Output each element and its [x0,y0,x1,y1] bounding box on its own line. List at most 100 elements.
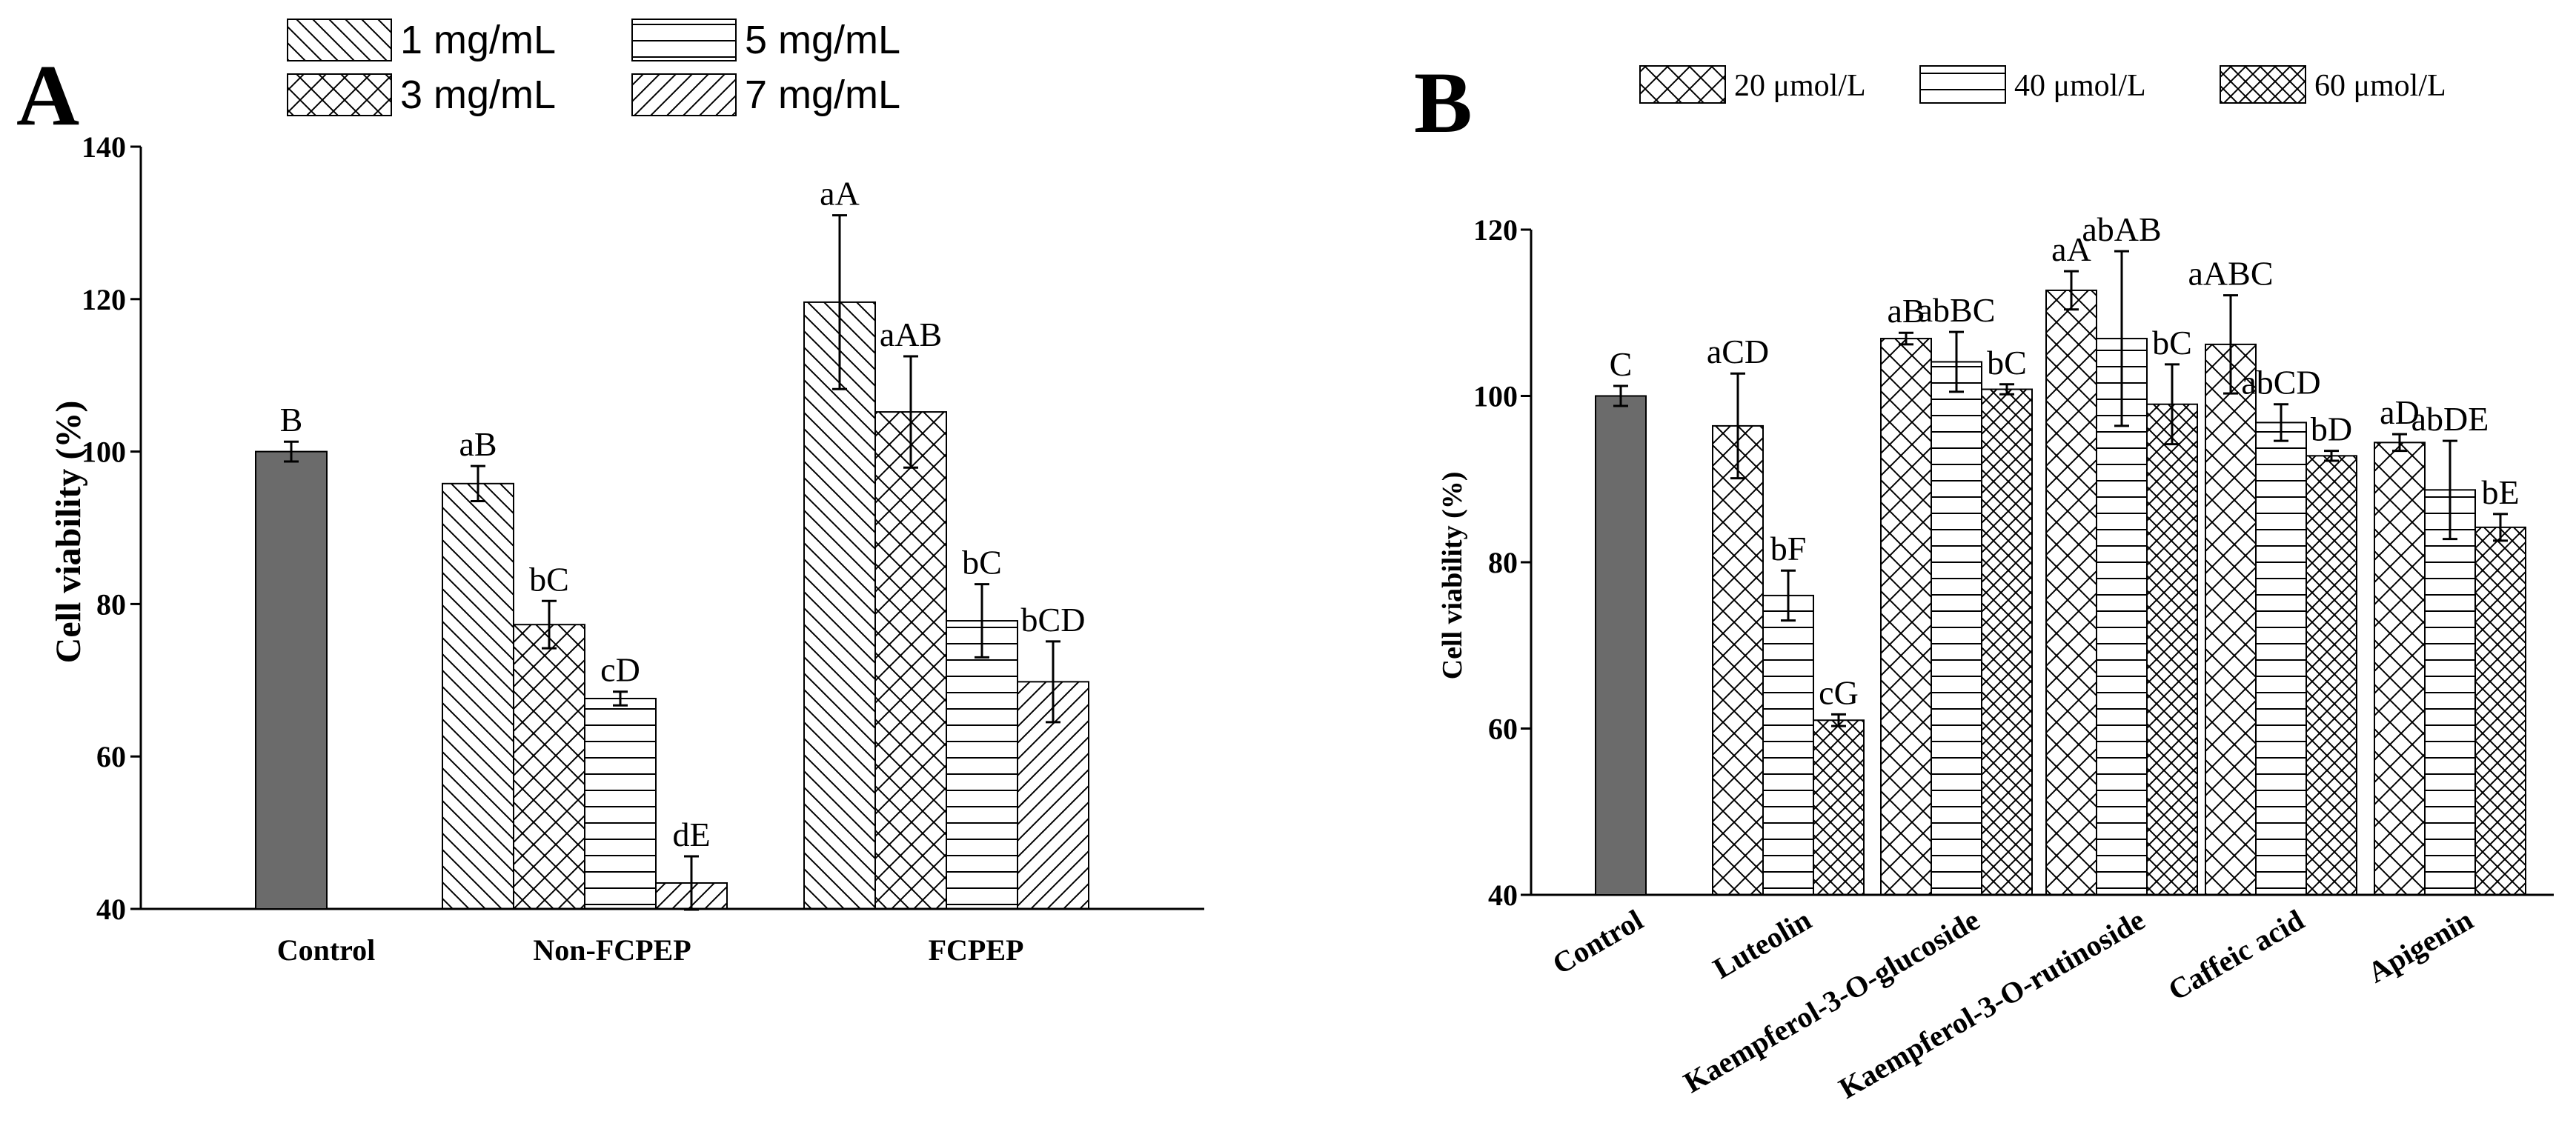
legend-swatch [287,73,392,116]
legend-swatch [2220,65,2306,104]
error-bar [2223,294,2238,395]
data-label: abCD [2241,364,2320,401]
chart-a: Cell viability (%) 40 60 80 100 120 140 B Contr… [49,18,1204,967]
bar [442,482,514,910]
y-tick-label: 100 [82,436,126,469]
bar [513,624,585,910]
legend-swatch [287,19,392,61]
bar [1762,594,1814,896]
data-label: bCD [1021,601,1086,639]
error-bar [1730,372,1745,480]
data-label: aD [2380,393,2420,431]
data-label: bF [1770,530,1807,567]
y-tick-label: 40 [1488,879,1518,912]
x-tick-label: Control [1547,903,1648,981]
x-tick-label: Non-FCPEP [533,933,691,967]
y-tick-label: 40 [96,893,126,926]
y-tick-label: 80 [96,587,126,621]
error-bar [2064,270,2079,311]
panel-label-b: B [1414,54,1473,151]
legend-swatch [631,19,737,61]
error-bar [1613,384,1628,407]
x-tick-label: Control [277,933,376,967]
data-label: B [280,401,303,439]
chart-b: Cell viability (%) 40 60 80 100 120 C Control a… [1437,65,2554,1105]
data-label: aCD [1707,333,1769,370]
data-label: aAB [880,316,942,353]
legend-label: 1 mg/mL [400,18,556,62]
y-tick-label: 140 [82,130,126,164]
chart-b-y-axis-label: Cell viability (%) [1437,472,1468,680]
error-bar [2165,363,2180,446]
data-label: aABC [2188,255,2274,293]
legend-swatch [1639,65,1726,104]
error-bar [684,855,699,911]
y-tick-label: 60 [96,740,126,773]
chart-b-legend: 20 μmol/L 40 μmol/L 60 μmol/L [1639,65,2446,104]
data-label: bC [1987,344,2027,381]
legend-label: 20 μmol/L [1734,69,1866,103]
data-label: bC [962,544,1002,582]
bar [1813,719,1865,896]
chart-b-plot-area: 40 60 80 100 120 C Control aCD bF cG Luteolin aBabB… [1473,210,2554,1105]
y-tick-label: 80 [1488,546,1518,579]
chart-a-legend: 1 mg/mL 5 mg/mL 3 mg/mL 7 mg/mL [287,18,900,117]
panel-label-a: A [16,47,79,144]
legend-swatch [1919,65,2006,104]
bar [2096,338,2148,896]
data-label: bC [2152,324,2192,361]
bar [1981,388,2033,896]
bar [2205,343,2257,896]
bar [803,301,876,910]
data-label: C [1610,345,1633,383]
bar [2474,526,2526,896]
bar [584,697,657,910]
error-bar [2114,250,2129,427]
error-bar [2274,403,2288,442]
legend-label: 3 mg/mL [400,73,556,117]
bar [1595,395,1647,896]
bar [2306,455,2357,896]
y-tick-label: 60 [1488,713,1518,746]
x-tick-label: Caffeic acid [2162,903,2310,1007]
error-bar [284,440,299,463]
error-bar [2493,513,2508,542]
error-bar [975,583,989,659]
error-bar [542,599,557,650]
legend-label: 7 mg/mL [745,73,900,117]
y-tick-label: 120 [82,283,126,316]
data-label: abAB [2082,210,2161,248]
x-tick-label: Apigenin [2362,903,2478,990]
error-bar [1899,331,1913,346]
data-label: aA [2051,230,2091,268]
error-bar [832,214,847,390]
data-label: aB [1887,292,1925,330]
legend-label: 60 μmol/L [2314,69,2446,103]
data-label: cD [600,651,640,689]
error-bar [613,690,628,707]
error-bar [1781,569,1796,622]
chart-a-y-axis-label: Cell viability (%) [49,401,88,664]
data-label: bE [2481,473,2519,511]
error-bar [2443,439,2457,541]
legend-label: 5 mg/mL [745,18,900,62]
bar [1931,361,1982,896]
bar [874,411,947,910]
error-bar [903,355,918,469]
bar [2146,403,2198,896]
error-bar [1046,640,1060,724]
x-tick-label: FCPEP [929,933,1024,967]
bar [2374,441,2426,896]
data-label: abDE [2411,400,2489,438]
error-bar [2324,450,2339,462]
legend-swatch [631,73,737,116]
data-label: dE [672,816,710,853]
data-label: bC [529,560,569,598]
error-bar [1949,330,1964,393]
bar [255,450,328,910]
bar [1712,424,1764,896]
bar [2255,421,2307,896]
y-tick-label: 100 [1473,380,1518,413]
error-bar [1831,713,1846,727]
